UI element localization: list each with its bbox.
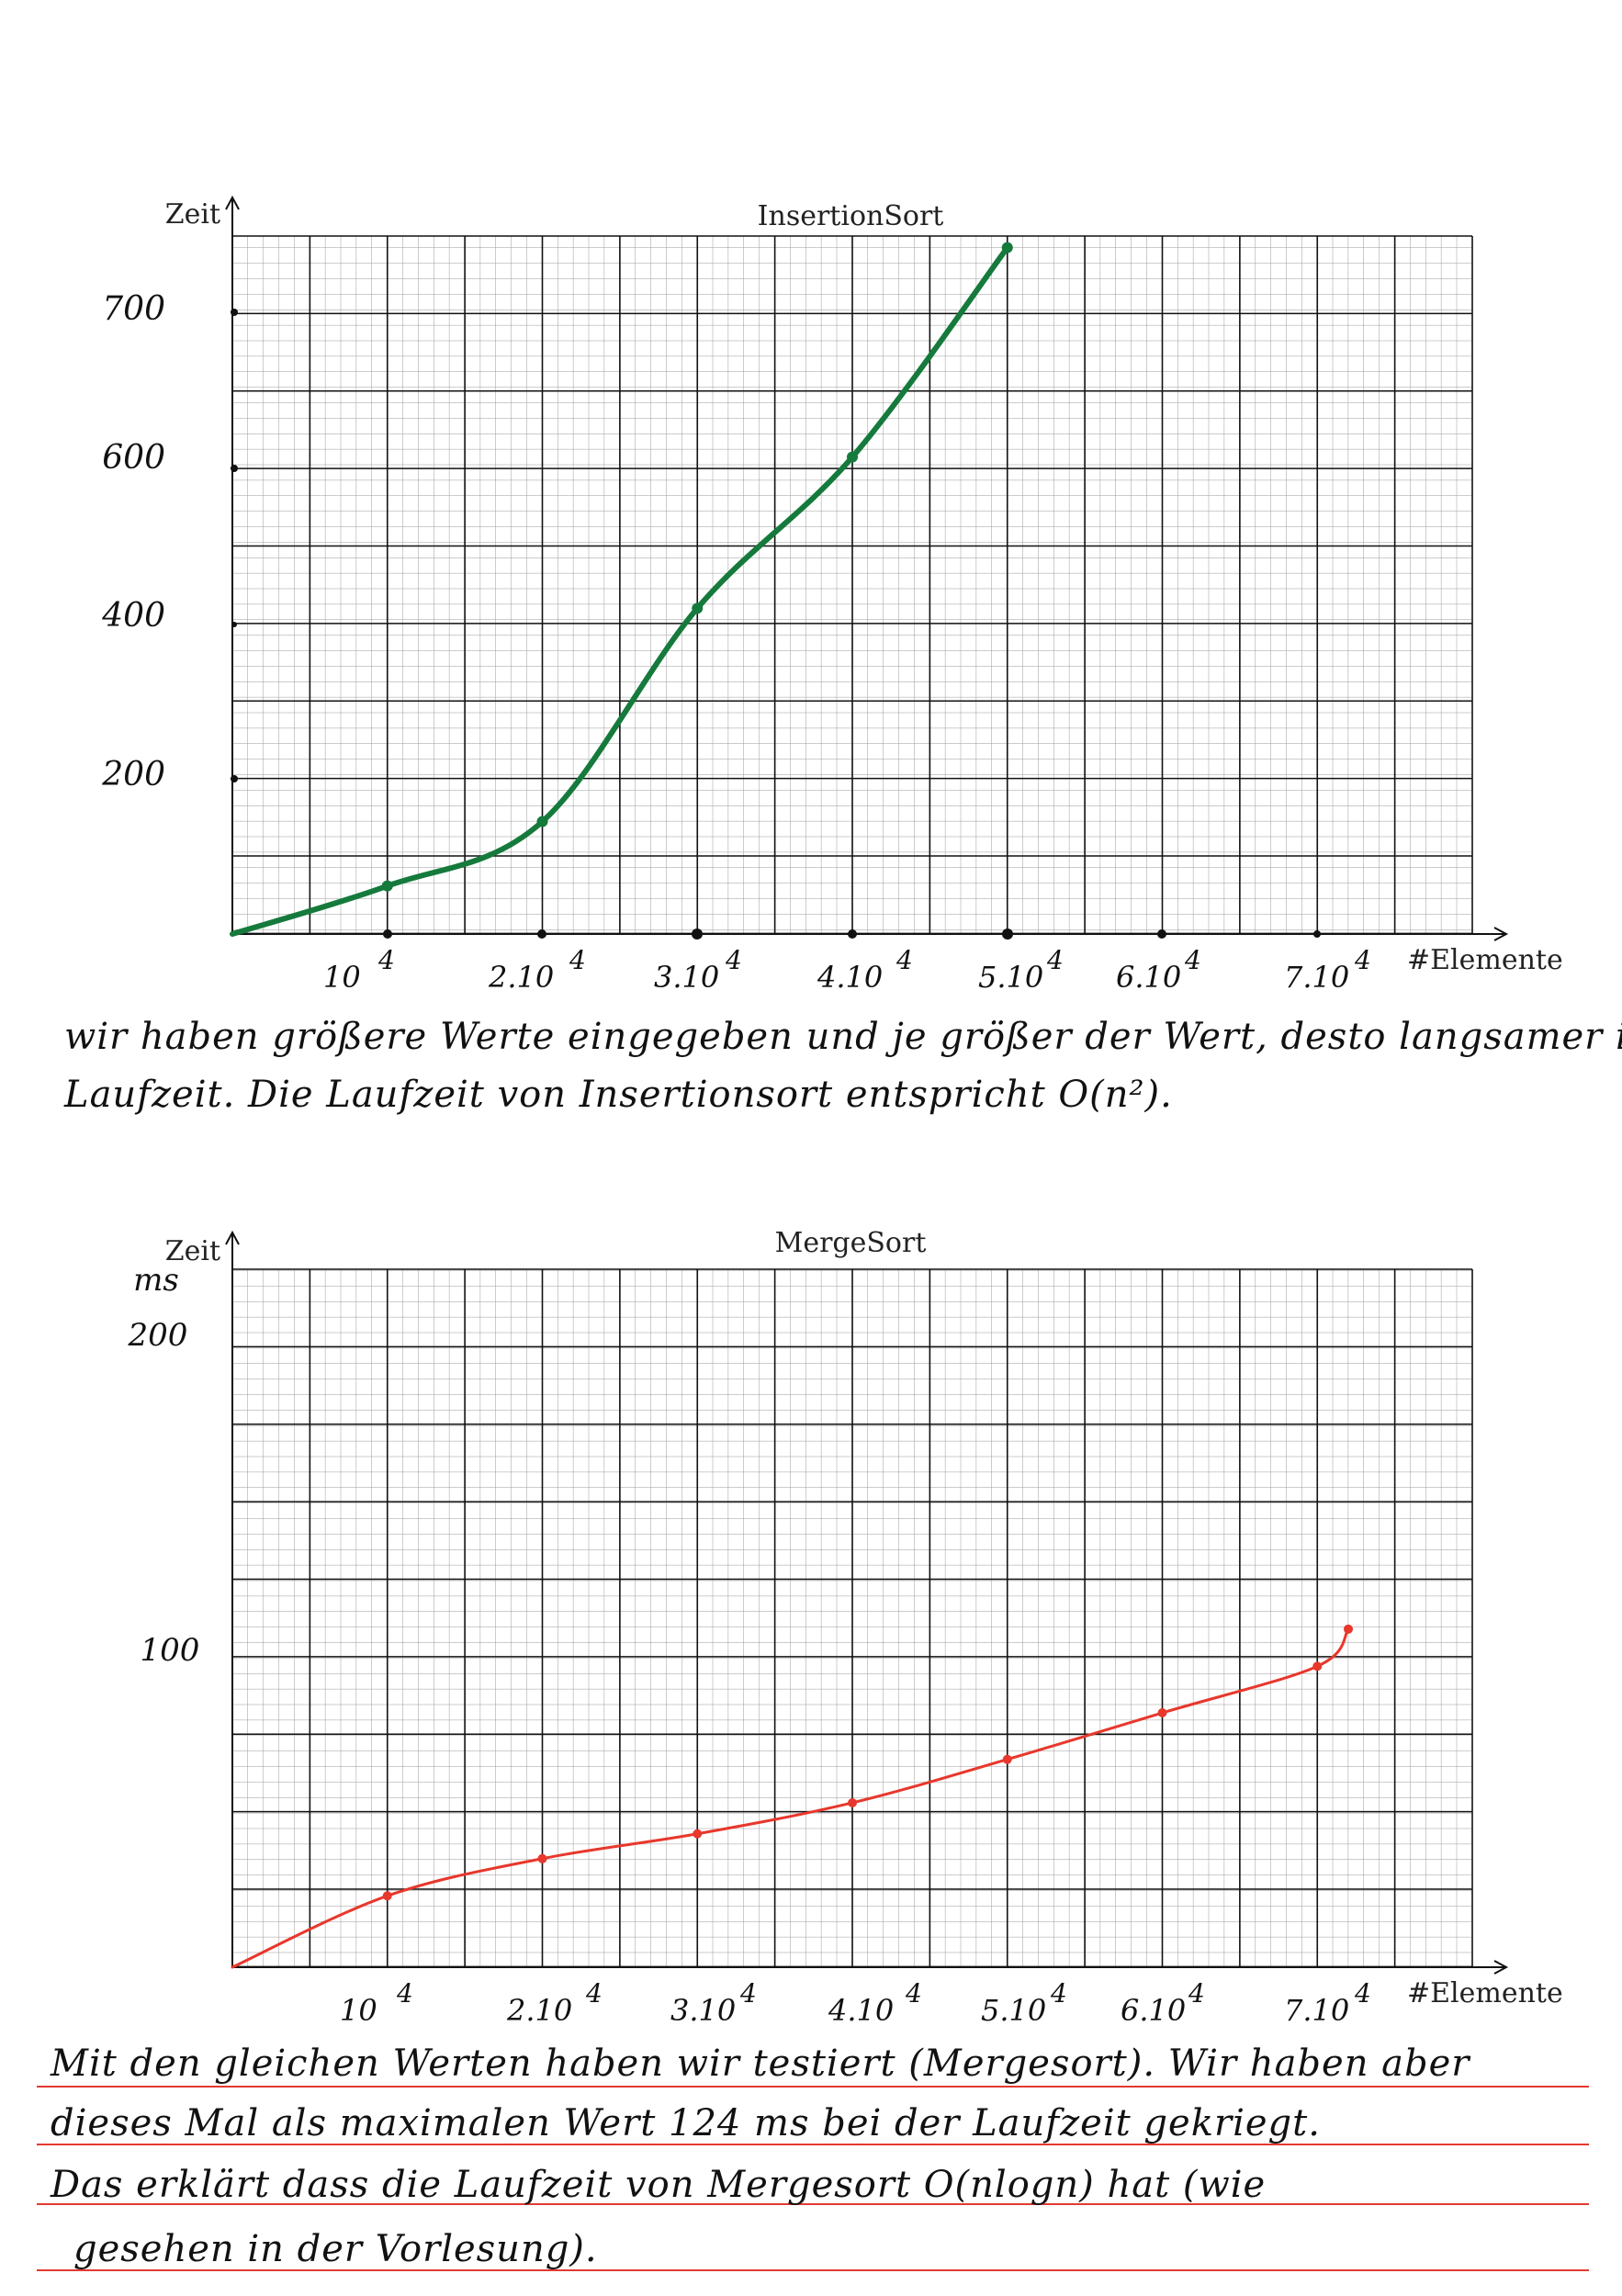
x-tick-exponent: 4 — [1354, 1978, 1371, 2009]
y-tick-label: 200 — [101, 756, 165, 793]
x-tick-exponent: 4 — [377, 945, 395, 975]
data-point — [1344, 1624, 1353, 1634]
data-point — [847, 451, 858, 463]
x-tick-label: 7.10 — [1284, 960, 1349, 995]
x-tick-exponent: 4 — [1046, 945, 1064, 975]
y-tick-label: 100 — [141, 1632, 200, 1669]
x-tick: 3.10 4 — [670, 1978, 757, 2028]
x-tick-label: 7.10 — [1284, 1993, 1349, 2028]
series-insertionsort — [230, 242, 1013, 937]
x-tick-label: 6.10 — [1121, 1993, 1186, 2028]
note-insertionsort-line-1: wir haben größere Werte eingegeben und j… — [64, 1016, 1622, 1058]
data-point — [381, 880, 393, 892]
data-point — [537, 1853, 547, 1863]
x-tick: 7.10 4 — [1284, 930, 1371, 995]
x-tick: 4.10 4 — [828, 1978, 922, 2028]
x-tick: 5.10 4 — [981, 1978, 1067, 2028]
y-tick-label: 600 — [102, 439, 165, 477]
data-point — [1312, 1661, 1323, 1671]
y-tick-label: 200 — [128, 1317, 188, 1354]
y-axis-unit: ms — [133, 1262, 179, 1299]
y-axis-arrow-icon — [225, 195, 240, 210]
x-tick: 3.10 4 — [654, 929, 742, 995]
data-point — [1002, 1754, 1012, 1764]
x-tick: 5.10 4 — [978, 929, 1064, 995]
insertionsort-chart: InsertionSort Zeit #Elemente 700 600 400… — [101, 195, 1563, 995]
chart-title: MergeSort — [775, 1227, 927, 1259]
data-point — [693, 1829, 703, 1839]
y-tick-dot — [231, 775, 238, 782]
x-tick: 4.10 4 — [817, 929, 913, 995]
x-tick: 7.10 4 — [1284, 1978, 1371, 2028]
data-point — [1157, 1708, 1167, 1718]
x-tick-exponent: 4 — [725, 945, 742, 975]
note-mergesort: Mit den gleichen Werten haben wir testie… — [37, 2043, 1589, 2271]
x-tick-labels: 10 4 2.10 4 3.10 4 4.10 4 5.10 4 6.10 4 7.10 4 — [340, 1978, 1371, 2028]
x-tick-label: 2.10 — [488, 960, 554, 995]
y-tick-dot — [231, 622, 237, 627]
x-tick-label: 4.10 — [817, 960, 883, 995]
mergesort-chart: MergeSort Zeit ms #Elemente 200 100 10 4 … — [128, 1227, 1563, 2028]
x-tick-labels: 10 4 2.10 4 3.10 4 4.10 4 5.10 4 6.10 4 7.10 4 — [323, 929, 1371, 995]
x-tick: 10 4 — [340, 1978, 413, 2028]
chart-title: InsertionSort — [758, 200, 944, 232]
x-axis-arrow-icon — [1493, 1960, 1509, 1975]
series-mergesort — [231, 1624, 1353, 1969]
x-tick-exponent: 4 — [905, 1978, 922, 2009]
x-tick-label: 6.10 — [1116, 960, 1181, 995]
y-tick-dot — [231, 465, 238, 472]
y-axis-arrow-icon — [225, 1230, 240, 1245]
data-point — [536, 816, 548, 827]
x-tick: 2.10 4 — [488, 929, 586, 995]
x-tick-exponent: 4 — [1184, 945, 1201, 975]
x-tick-label: 3.10 — [654, 960, 719, 995]
x-tick-label: 10 — [323, 960, 361, 995]
x-axis-label: #Elemente — [1407, 944, 1563, 976]
note-insertionsort-line-2: Laufzeit. Die Laufzeit von Insertionsort… — [63, 1074, 1173, 1116]
x-tick-exponent: 4 — [396, 1978, 413, 2009]
y-axis-label: Zeit — [165, 1235, 220, 1267]
data-point — [382, 1891, 392, 1901]
x-tick: 6.10 4 — [1121, 1978, 1205, 2028]
x-tick-exponent: 4 — [895, 945, 913, 975]
x-tick-label: 5.10 — [978, 960, 1043, 995]
x-axis-label: #Elemente — [1407, 1977, 1563, 2009]
note-line: Das erklärt dass die Laufzeit von Merges… — [50, 2164, 1266, 2206]
note-line: gesehen in der Vorlesung). — [73, 2228, 598, 2270]
y-axis-label: Zeit — [165, 198, 220, 231]
x-tick-exponent: 4 — [585, 1978, 603, 2009]
data-point — [848, 1797, 857, 1807]
x-tick-exponent: 4 — [569, 945, 586, 975]
series-line — [231, 1627, 1350, 1969]
note-line: Mit den gleichen Werten haben wir testie… — [50, 2043, 1471, 2085]
x-axis-arrow-icon — [1493, 927, 1509, 941]
x-tick-label: 2.10 — [506, 1993, 572, 2028]
y-tick-labels: 200 100 — [128, 1317, 200, 1669]
x-tick: 2.10 4 — [506, 1978, 603, 2028]
x-tick-label: 3.10 — [670, 1993, 736, 2028]
x-tick-label: 10 — [340, 1993, 377, 2028]
x-tick-label: 5.10 — [981, 1993, 1046, 2028]
y-tick-labels: 700 600 400 200 — [101, 290, 238, 793]
y-tick-label: 700 — [102, 290, 165, 328]
x-tick-label: 4.10 — [828, 1993, 894, 2028]
note-line: dieses Mal als maximalen Wert 124 ms bei… — [51, 2102, 1321, 2144]
x-tick: 10 4 — [323, 929, 395, 995]
x-tick-exponent: 4 — [739, 1978, 757, 2009]
x-tick-exponent: 4 — [1050, 1978, 1067, 2009]
x-tick-exponent: 4 — [1188, 1978, 1205, 2009]
data-point — [1001, 242, 1013, 253]
y-tick-dot — [231, 309, 238, 316]
y-tick-label: 400 — [101, 597, 165, 635]
x-tick-exponent: 4 — [1354, 945, 1371, 975]
grid-major — [231, 235, 1473, 935]
data-point — [692, 602, 704, 614]
x-tick: 6.10 4 — [1116, 929, 1201, 995]
